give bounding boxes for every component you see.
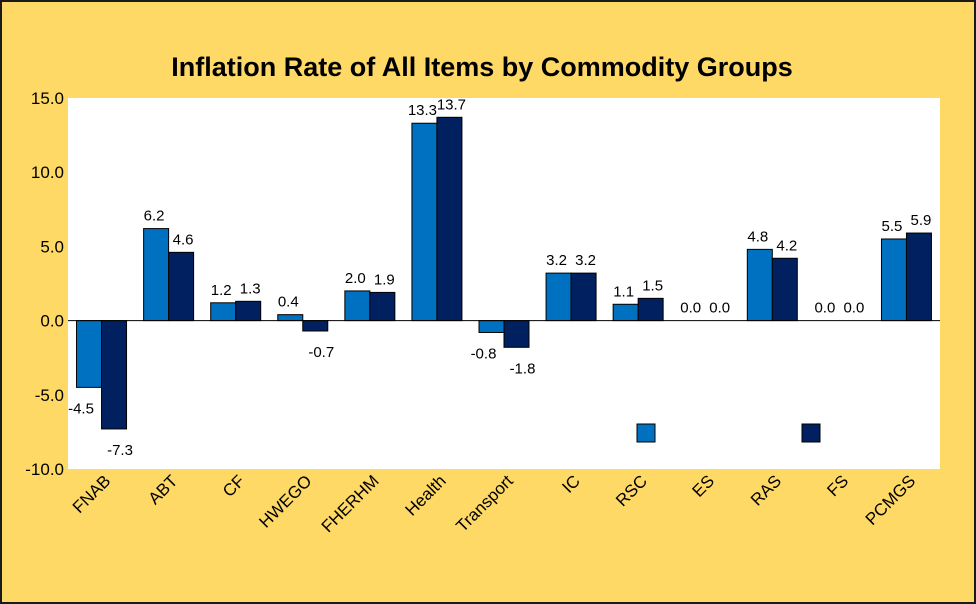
data-label: 0.0 — [843, 300, 864, 317]
data-label: 1.5 — [642, 277, 663, 294]
data-label: 13.7 — [437, 96, 466, 113]
bar-cf-series-2 — [235, 300, 262, 322]
data-label: 6.2 — [144, 208, 165, 225]
y-axis: 15.0 10.0 5.0 0.0 -5.0 -10.0 — [25, 89, 64, 479]
bar-fherhm-series-1 — [344, 290, 371, 322]
data-label: 4.8 — [747, 228, 768, 245]
bar-health-series-1 — [411, 122, 438, 322]
data-label: 4.6 — [173, 231, 194, 248]
y-tick-label: 10.0 — [31, 163, 64, 182]
bar-fherhm-series-2 — [369, 291, 396, 322]
data-label: 5.5 — [882, 218, 903, 235]
bar-transport-series-1 — [478, 320, 505, 333]
data-label: 4.2 — [776, 237, 797, 254]
x-tick-label: FHERHM — [318, 471, 383, 536]
x-tick-label: IC — [558, 471, 583, 496]
data-label: -0.8 — [471, 345, 497, 362]
bar-fnab-series-1 — [76, 320, 103, 388]
bar-ras-series-2 — [771, 257, 798, 322]
bar-cf-series-1 — [210, 302, 237, 322]
data-label: -4.5 — [68, 400, 94, 417]
data-label: 0.0 — [814, 300, 835, 317]
data-label: 0.0 — [680, 300, 701, 317]
data-label: 3.2 — [575, 252, 596, 269]
y-tick-label: 5.0 — [40, 237, 64, 256]
x-tick-label: RAS — [747, 471, 785, 509]
bar-pcmgs-series-1 — [880, 238, 907, 322]
bar-hwego-series-2 — [302, 320, 329, 332]
legend-swatch-series-1 — [636, 423, 656, 443]
data-label: -1.8 — [510, 360, 536, 377]
x-tick-label: FNAB — [69, 471, 114, 516]
x-tick-label: HWEGO — [255, 471, 315, 531]
bar-pcmgs-series-2 — [905, 232, 932, 322]
bar-hwego-series-1 — [277, 314, 304, 322]
x-tick-label: ES — [689, 471, 718, 500]
data-label: 13.3 — [408, 102, 437, 119]
y-tick-label: -10.0 — [25, 460, 64, 479]
chart-title: Inflation Rate of All Items by Commodity… — [171, 52, 793, 82]
x-tick-label: CF — [219, 471, 248, 500]
bar-transport-series-2 — [503, 320, 530, 348]
bar-rsc-series-2 — [637, 297, 664, 322]
data-label: 1.2 — [211, 282, 232, 299]
bar-abt-series-1 — [143, 228, 170, 322]
x-tick-label: PCMGS — [862, 471, 920, 529]
y-tick-label: -5.0 — [35, 386, 64, 405]
data-label: 2.0 — [345, 270, 366, 287]
bar-rsc-series-1 — [612, 303, 639, 322]
bar-fnab-series-2 — [101, 320, 128, 430]
bars-group — [68, 116, 940, 430]
x-tick-label: Health — [402, 471, 450, 519]
bar-ic-series-2 — [570, 272, 597, 322]
data-label: 5.9 — [911, 212, 932, 229]
bar-ras-series-1 — [746, 248, 773, 322]
x-tick-label: ABT — [145, 471, 182, 508]
legend — [636, 423, 821, 443]
legend-swatch-series-2 — [801, 423, 821, 443]
data-label: -0.7 — [308, 344, 334, 361]
x-tick-label: FS — [823, 471, 852, 500]
y-tick-label: 0.0 — [40, 312, 64, 331]
data-label: 1.9 — [374, 271, 395, 288]
data-label: 1.3 — [240, 280, 261, 297]
bar-ic-series-1 — [545, 272, 572, 322]
value-labels-group: -4.5 6.2 1.2 0.4 2.0 13.3 -0.8 3.2 1.1 0.0 4.8 0.0 5… — [68, 96, 931, 459]
bar-health-series-2 — [436, 116, 463, 322]
data-label: -7.3 — [107, 442, 133, 459]
data-label: 3.2 — [546, 252, 567, 269]
bar-abt-series-2 — [168, 251, 195, 322]
x-tick-label: RSC — [612, 471, 651, 510]
y-tick-label: 15.0 — [31, 89, 64, 108]
plot-area — [68, 98, 940, 469]
data-label: 0.4 — [278, 294, 299, 311]
data-label: 1.1 — [613, 283, 634, 300]
data-label: 0.0 — [709, 300, 730, 317]
x-tick-label: Transport — [452, 471, 517, 536]
category-labels-group: FNAB ABT CF HWEGO FHERHM Health Transport IC RSC… — [69, 471, 919, 536]
